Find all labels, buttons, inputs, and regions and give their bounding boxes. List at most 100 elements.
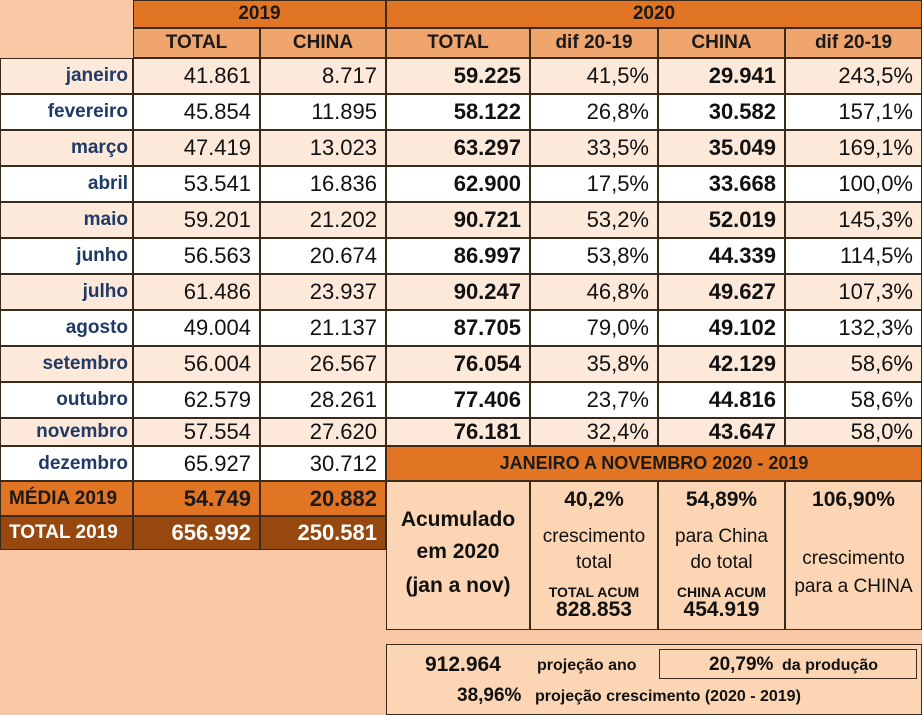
total-2020: 77.406 [386, 382, 530, 418]
dif-total: 33,5% [530, 130, 658, 166]
dif-total: 41,5% [530, 58, 658, 94]
acc-label: Acumulado [400, 508, 516, 531]
china-2019: 27.620 [260, 418, 386, 446]
dif-china: 157,1% [785, 94, 922, 130]
china-2020: 52.019 [658, 202, 785, 238]
china-2019: 13.023 [260, 130, 386, 166]
month-label: novembro [0, 418, 133, 446]
summary-accumulated: Acumulado em 2020 (jan a nov) [386, 481, 530, 630]
dif-total: 17,5% [530, 166, 658, 202]
dif-china: 58,6% [785, 346, 922, 382]
china-2020: 49.627 [658, 274, 785, 310]
china-2019: 16.836 [260, 166, 386, 202]
china-2020: 43.647 [658, 418, 785, 446]
china-2019: 26.567 [260, 346, 386, 382]
month-label: julho [0, 274, 133, 310]
month-label: dezembro [0, 446, 133, 481]
total-2019: 41.861 [133, 58, 260, 94]
summary-growth: 40,2% crescimento total TOTAL ACUM 828.853 [530, 481, 658, 630]
china-growth-pct: 106,90% [812, 488, 895, 511]
total-acum-label: TOTAL ACUM [548, 584, 640, 600]
total-2019: 56.004 [133, 346, 260, 382]
china-2019: 20.674 [260, 238, 386, 274]
total-2019-label: TOTAL 2019 [0, 516, 133, 550]
column-header: CHINA [260, 28, 386, 58]
dif-china: 132,3% [785, 310, 922, 346]
month-label: agosto [0, 310, 133, 346]
china-2020: 30.582 [658, 94, 785, 130]
china-share-label: do total [690, 552, 753, 573]
media-china: 20.882 [260, 481, 386, 516]
column-header: dif 20-19 [530, 28, 658, 58]
growth-pct: 40,2% [564, 488, 624, 511]
total-2019: 56.563 [133, 238, 260, 274]
total-2019: 59.201 [133, 202, 260, 238]
month-label: abril [0, 166, 133, 202]
month-label: fevereiro [0, 94, 133, 130]
month-label: maio [0, 202, 133, 238]
china-2020: 42.129 [658, 346, 785, 382]
summary-china-share: 54,89% para China do total CHINA ACUM 454.91… [658, 481, 785, 630]
growth-label: total [576, 552, 612, 573]
total-2020: 87.705 [386, 310, 530, 346]
china-2019: 11.895 [260, 94, 386, 130]
dif-total: 53,8% [530, 238, 658, 274]
projection-share-pct: 20,79% [709, 654, 774, 675]
summary-title: JANEIRO A NOVEMBRO 2020 - 2019 [386, 446, 922, 481]
china-2019: 23.937 [260, 274, 386, 310]
total-2019: 53.541 [133, 166, 260, 202]
china-acum-value: 454.919 [683, 598, 760, 621]
china-share-pct: 54,89% [685, 488, 758, 511]
china-growth-label: crescimento [802, 548, 905, 569]
china-2019: 30.712 [260, 446, 386, 481]
total-2019: 49.004 [133, 310, 260, 346]
header-2020: 2020 [386, 0, 922, 28]
month-label: outubro [0, 382, 133, 418]
total-2019-total: 656.992 [133, 516, 260, 550]
total-2020: 86.997 [386, 238, 530, 274]
china-share-label: para China [675, 526, 768, 547]
dif-total: 26,8% [530, 94, 658, 130]
dif-total: 35,8% [530, 346, 658, 382]
projection-value: 912.964 [425, 653, 501, 676]
dif-total: 46,8% [530, 274, 658, 310]
month-label: janeiro [0, 58, 133, 94]
total-acum-value: 828.853 [556, 598, 632, 621]
china-2020: 44.816 [658, 382, 785, 418]
china-2019: 21.202 [260, 202, 386, 238]
total-2020: 58.122 [386, 94, 530, 130]
projection-share-label: da produção [782, 657, 879, 674]
dif-china: 114,5% [785, 238, 922, 274]
growth-label: crescimento [542, 526, 646, 547]
china-2019: 28.261 [260, 382, 386, 418]
summary-china-growth: 106,90% crescimento para a CHINA [785, 481, 922, 630]
total-2019: 61.486 [133, 274, 260, 310]
dif-china: 58,6% [785, 382, 922, 418]
header-2019: 2019 [133, 0, 386, 28]
dif-china: 145,3% [785, 202, 922, 238]
dif-china: 100,0% [785, 166, 922, 202]
dif-china: 58,0% [785, 418, 922, 446]
total-2020: 76.054 [386, 346, 530, 382]
china-2020: 49.102 [658, 310, 785, 346]
total-2019: 62.579 [133, 382, 260, 418]
china-2020: 29.941 [658, 58, 785, 94]
month-label: junho [0, 238, 133, 274]
total-2019: 45.854 [133, 94, 260, 130]
total-2020: 59.225 [386, 58, 530, 94]
dif-total: 53,2% [530, 202, 658, 238]
china-2019: 8.717 [260, 58, 386, 94]
projection-value-label: projeção ano [537, 657, 637, 674]
total-2020: 62.900 [386, 166, 530, 202]
total-2020: 90.721 [386, 202, 530, 238]
total-2019: 47.419 [133, 130, 260, 166]
dif-china: 169,1% [785, 130, 922, 166]
column-header: dif 20-19 [785, 28, 922, 58]
media-label: MÉDIA 2019 [0, 481, 133, 516]
month-label: março [0, 130, 133, 166]
china-acum-label: CHINA ACUM [676, 584, 767, 600]
dif-total: 23,7% [530, 382, 658, 418]
china-growth-label: para a CHINA [794, 576, 913, 597]
china-2020: 35.049 [658, 130, 785, 166]
china-2020: 33.668 [658, 166, 785, 202]
